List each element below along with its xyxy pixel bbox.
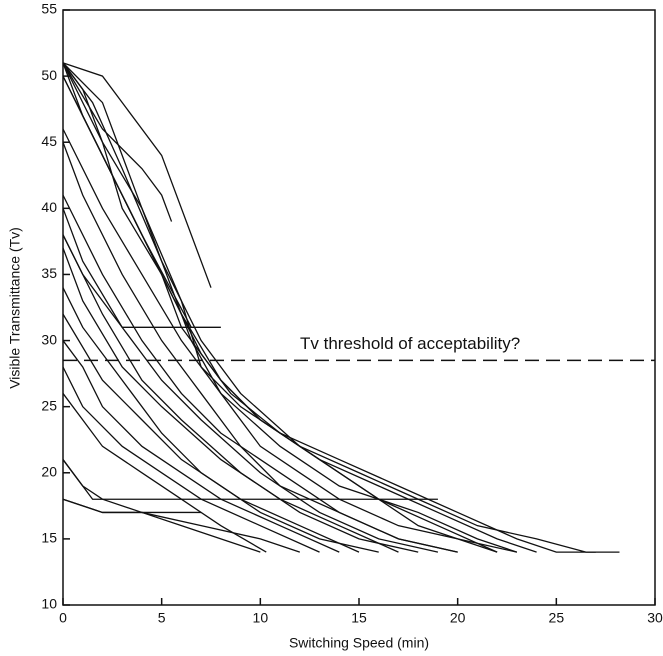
y-tick-label: 55 [41, 1, 57, 17]
y-tick-label: 10 [41, 596, 57, 612]
x-tick-label: 25 [549, 610, 565, 626]
y-tick-label: 30 [41, 331, 57, 347]
series-line [62, 75, 192, 328]
x-tick-label: 30 [647, 610, 663, 626]
y-axis-label: Visible Transmittance (Tv) [7, 227, 23, 389]
y-tick-label: 35 [41, 265, 57, 281]
series-line [62, 62, 173, 222]
series-line [62, 208, 439, 553]
series-line [62, 247, 399, 553]
x-tick-label: 15 [351, 610, 367, 626]
series-line [62, 366, 320, 553]
x-axis-label: Switching Speed (min) [289, 635, 429, 651]
y-tick-label: 25 [41, 397, 57, 413]
y-tick-label: 20 [41, 463, 57, 479]
series-line [62, 62, 212, 288]
series-line [62, 393, 267, 553]
y-tick-label: 50 [41, 67, 57, 83]
series-line [62, 340, 340, 553]
y-tick-label: 40 [41, 199, 57, 215]
series-line [62, 313, 360, 553]
x-tick-label: 0 [59, 610, 67, 626]
x-tick-label: 20 [450, 610, 466, 626]
series-line [62, 459, 438, 500]
series-line [62, 62, 498, 553]
series-line [62, 234, 221, 328]
x-tick-label: 5 [158, 610, 166, 626]
series-line [62, 234, 419, 553]
series-line [62, 498, 202, 514]
series-line [62, 75, 498, 553]
y-tick-label: 45 [41, 133, 57, 149]
series-line [62, 287, 379, 553]
series-line [62, 128, 518, 553]
annotation: Tv threshold of acceptability? [300, 334, 520, 353]
y-tick-label: 15 [41, 530, 57, 546]
series-line [62, 62, 620, 553]
series-line [62, 194, 458, 553]
series-line [62, 62, 537, 553]
x-tick-label: 10 [253, 610, 269, 626]
